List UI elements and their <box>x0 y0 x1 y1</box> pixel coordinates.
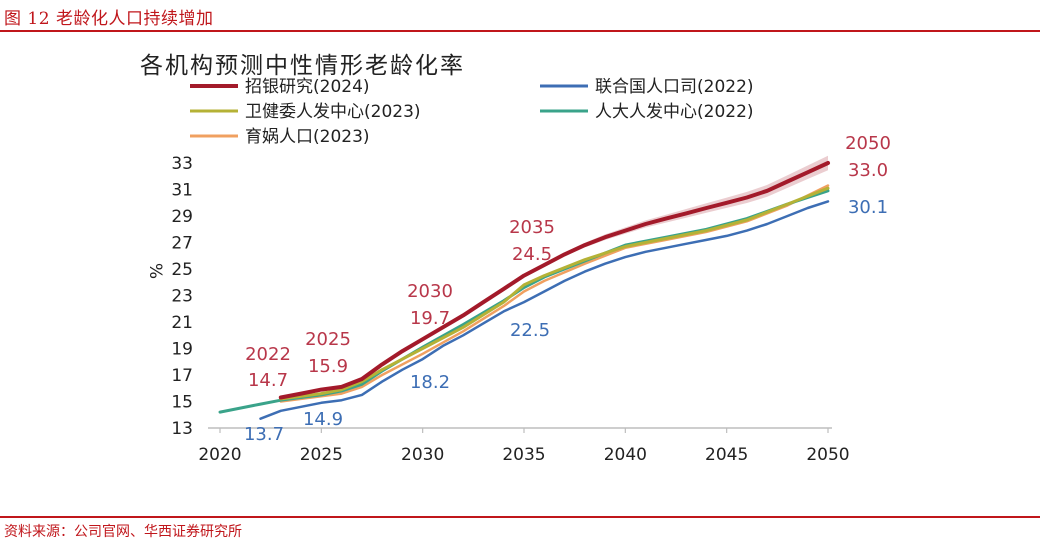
aging-rate-chart: 各机构预测中性情形老龄化率 招银研究(2024) 联合国人口司(2022) 卫健委人… <box>140 53 891 465</box>
y-tick-label: 19 <box>171 340 193 360</box>
legend-label: 招银研究(2024) <box>245 77 370 97</box>
y-tick-label: 33 <box>171 154 193 174</box>
annotation-value: 30.1 <box>848 197 888 218</box>
legend: 招银研究(2024) 联合国人口司(2022) 卫健委人发中心(2023) 人大人发中… <box>190 77 754 147</box>
x-tick-label: 2035 <box>502 445 545 465</box>
annotation-value: 19.7 <box>410 308 450 329</box>
figure-title: 图 12 老龄化人口持续增加 <box>4 9 214 29</box>
x-tick-label: 2045 <box>705 445 748 465</box>
chart-title: 各机构预测中性情形老龄化率 <box>140 53 465 79</box>
legend-label: 人大人发中心(2022) <box>595 102 754 122</box>
annotation-value: 13.7 <box>244 424 284 445</box>
annotation-value: 22.5 <box>510 320 550 341</box>
legend-label: 育娲人口(2023) <box>245 127 370 147</box>
source-note: 资料来源：公司官网、华西证券研究所 <box>4 524 242 540</box>
y-tick-label: 25 <box>171 260 193 280</box>
x-tick-label: 2050 <box>806 445 849 465</box>
annotation-year: 2030 <box>407 281 453 302</box>
annotation-value: 24.5 <box>512 244 552 265</box>
series-line <box>278 161 830 400</box>
series-lines <box>218 161 830 420</box>
annotation-value: 18.2 <box>410 372 450 393</box>
y-tick-label: 23 <box>171 287 193 307</box>
y-axis-label: % <box>145 263 165 279</box>
annotation-value: 14.7 <box>248 370 288 391</box>
x-tick-label: 2040 <box>604 445 647 465</box>
series-band <box>280 155 828 398</box>
uncertainty-bands <box>280 155 828 398</box>
x-tick-label: 2025 <box>300 445 343 465</box>
x-tick-label: 2030 <box>401 445 444 465</box>
y-tick-label: 21 <box>171 313 193 333</box>
annotation-year: 2050 <box>845 133 891 154</box>
series-line <box>259 200 830 420</box>
annotation-year: 2025 <box>305 329 351 350</box>
annotation-value: 33.0 <box>848 160 888 181</box>
axes: 2020 2025 2030 2035 2040 2045 2050 13 15 17 19 21 23… <box>145 154 850 465</box>
y-tick-label: 27 <box>171 234 193 254</box>
legend-label: 卫健委人发中心(2023) <box>245 102 421 122</box>
annotation-year: 2022 <box>245 344 291 365</box>
y-tick-label: 31 <box>171 181 193 201</box>
annotation-value: 15.9 <box>308 356 348 377</box>
annotations: 2022 14.7 2025 15.9 2030 19.7 2035 24.5 2050 33.0… <box>244 133 891 445</box>
y-tick-label: 17 <box>171 366 193 386</box>
top-divider <box>0 30 1040 32</box>
legend-label: 联合国人口司(2022) <box>595 77 754 97</box>
x-tick-label: 2020 <box>198 445 241 465</box>
y-tick-label: 13 <box>171 419 193 439</box>
y-tick-label: 29 <box>171 207 193 227</box>
y-tick-label: 15 <box>171 393 193 413</box>
bottom-divider <box>0 516 1040 518</box>
annotation-value: 14.9 <box>303 409 343 430</box>
series-line <box>279 186 830 401</box>
annotation-year: 2035 <box>509 217 555 238</box>
